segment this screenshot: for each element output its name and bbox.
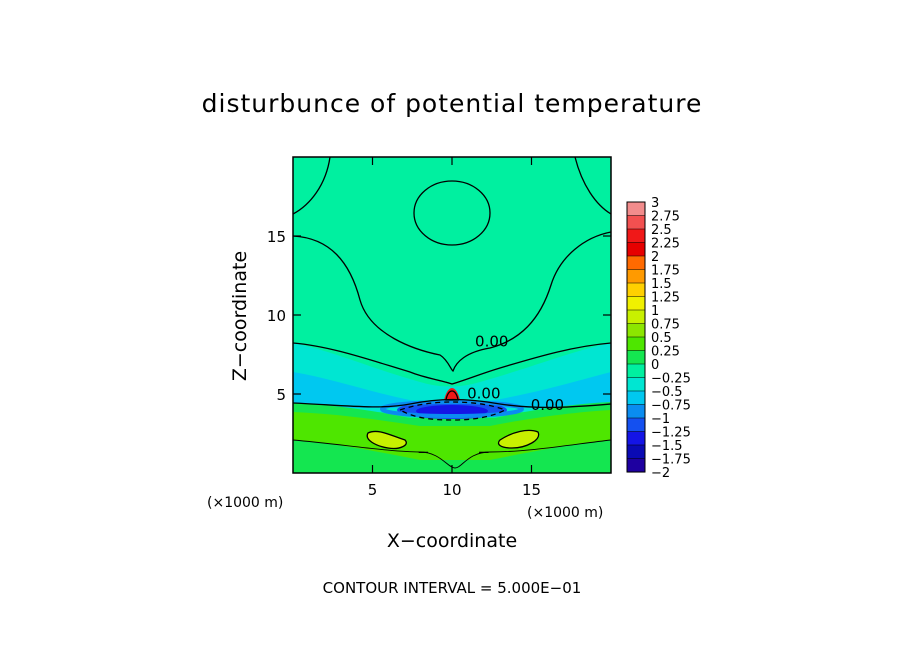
contour-label: 0.00 [475,333,508,351]
contour-plot-area [293,157,611,473]
contour-negative-dashed [398,401,507,421]
contour-near-surface [293,439,611,469]
colorbar-label: −2 [651,466,670,481]
contour-zero-upper [293,231,611,372]
contour-zero-middle [293,342,611,385]
colorbar-frame [626,201,646,473]
colorbar-label: 0.25 [651,345,680,360]
y-tick-labels: 5 10 15 [267,228,286,404]
colorbar-label: −0.75 [651,399,691,414]
colorbar-swatch [626,309,646,325]
colorbar-swatch [626,255,646,271]
field-core-positive [444,388,460,400]
colorbar-swatch [626,363,646,379]
field-positive-band-inner [293,410,611,460]
contour-top-right-corner [574,157,611,215]
contour-top-left-corner [293,157,331,215]
colorbar-swatch [626,444,646,460]
field-negative-band-inner [293,372,611,408]
colorbar-label: 2.75 [651,210,680,225]
colorbar-swatch [626,228,646,244]
colorbar-swatch [626,377,646,392]
colorbar-swatch [626,242,646,257]
contour-labels: 0.00 0.00 0.00 − − [417,333,564,462]
x-tick-labels: 5 10 15 [368,481,541,499]
colorbar-label: 1 [651,304,659,319]
colorbar-label: 0.5 [651,331,672,346]
x-axis-label: X−coordinate [387,530,517,552]
colorbar-swatch [626,431,646,446]
contour-top-closed [413,180,491,246]
field-stronger-negative-edge [380,400,524,418]
colorbar-label: −1 [651,412,670,427]
x-tick-label: 15 [522,481,541,499]
colorbar-swatch [626,336,646,352]
colorbar-label: 2 [651,250,659,265]
colorbar-swatches [626,201,646,473]
contour-lobe-left [366,430,407,450]
colorbar-swatch [626,296,646,311]
colorbar-swatch [626,323,646,338]
contour-lobe-right [497,429,540,449]
colorbar-label: −1.25 [651,426,691,441]
y-axis-label: Z−coordinate [229,251,251,381]
colorbar-label: −1.75 [651,453,691,468]
colorbar-label: 1.5 [651,277,672,292]
contour-label: − [417,443,430,461]
colorbar-swatch [626,269,646,284]
contour-label: 0.00 [467,385,500,403]
colorbar-label: −1.5 [651,439,683,454]
colorbar-swatch [626,282,646,298]
colorbar-label: 0.75 [651,318,680,333]
colorbar-label: 1.25 [651,291,680,306]
colorbar-swatch [626,350,646,365]
colorbar-swatch [626,215,646,230]
colorbar-label: 2.5 [651,223,672,238]
colorbar-label: −0.5 [651,385,683,400]
y-tick-label: 5 [276,386,286,404]
colorbar-label: 3 [651,196,659,211]
colorbar-label: 0 [651,358,659,373]
field-yellow-lobe-right [498,430,539,448]
colorbar-label: −0.25 [651,372,691,387]
x-tick-label: 10 [442,481,461,499]
colorbar-swatch [626,404,646,419]
colorbar-labels: 32.752.52.2521.751.51.2510.750.50.250−0.… [651,196,691,481]
x-unit-label-left: (×1000 m) [207,495,283,511]
x-tick-label: 5 [368,481,378,499]
field-yellow-lobe-left [367,431,407,449]
contour-interval-note: CONTOUR INTERVAL = 5.000E−01 [323,579,582,597]
y-tick-label: 10 [267,307,286,325]
contour-label: − [478,443,491,461]
tick-marks [293,157,611,473]
contour-label: 0.00 [531,396,564,414]
x-unit-label-right: (×1000 m) [527,505,603,521]
colorbar-swatch [626,417,646,433]
colorbar-swatch [626,458,646,473]
colorbar-label: 1.75 [651,264,680,279]
y-tick-label: 15 [267,228,286,246]
contour-lines [293,157,611,469]
colorbar-swatch [626,390,646,406]
colorbar-swatch [626,201,646,217]
chart-title: disturbunce of potential temperature [202,89,703,118]
colorbar-label: 2.25 [651,237,680,252]
contour-core-closed [445,390,459,401]
colorbar: 32.752.52.2521.751.51.2510.750.50.250−0.… [626,196,691,481]
